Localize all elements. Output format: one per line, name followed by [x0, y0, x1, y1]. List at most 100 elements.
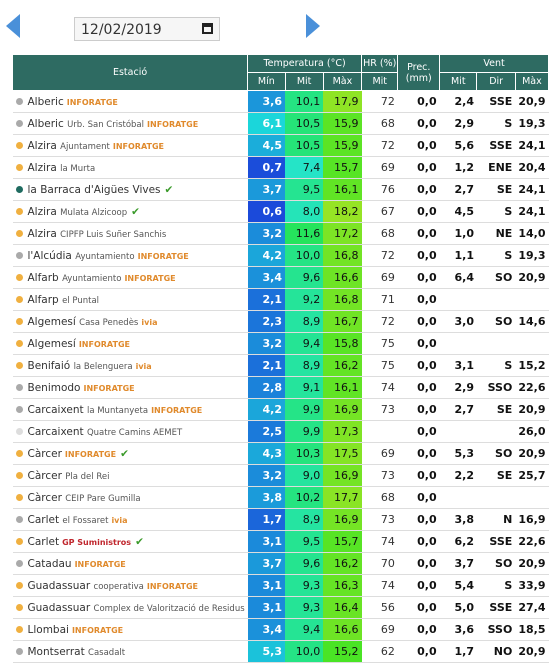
station-cell: Carlet el Fossaret ivia [12, 508, 248, 531]
value-cell: 16,2 [323, 354, 362, 377]
status-dot [15, 296, 23, 303]
value-cell: 17,7 [323, 486, 362, 509]
value-cell: 68 [361, 222, 398, 245]
value-cell: 5,0 [439, 596, 477, 619]
value-cell: 24,1 [515, 134, 549, 157]
status-dot [15, 120, 23, 127]
value-cell: 16,6 [323, 618, 362, 641]
value-cell: SSE [476, 134, 516, 157]
station-tag: INFORATGE [146, 581, 199, 591]
value-cell: 8,9 [285, 354, 324, 377]
station-place: Mulata Alzicoop [60, 207, 128, 218]
value-cell: 9,3 [285, 596, 324, 619]
value-cell: 4,5 [439, 200, 477, 223]
station-name: Benifaió [27, 359, 71, 372]
station-name: Alzira [27, 227, 57, 240]
value-cell: 4,5 [247, 134, 285, 157]
value-cell: 0,0 [397, 266, 440, 289]
station-tag: INFORATGE [66, 97, 118, 107]
value-cell: 11,6 [285, 222, 324, 245]
value-cell [439, 288, 477, 311]
station-row: Alzira Mulata Alzicoop ✔ 0,6 8,0 18,2 67 0,0 4,… [12, 200, 549, 223]
value-cell: 9,9 [285, 398, 324, 421]
status-dot [15, 164, 23, 171]
value-cell: 16,2 [323, 552, 362, 575]
value-cell: 74 [361, 574, 398, 597]
status-dot [15, 626, 23, 633]
status-dot [15, 230, 23, 237]
value-cell: 9,1 [285, 376, 324, 399]
station-cell: Alberic INFORATGE [12, 90, 248, 113]
station-row: Carlet el Fossaret ivia 1,7 8,9 16,9 73 0,0 3,8… [12, 508, 549, 531]
station-tag: INFORATGE [124, 273, 176, 283]
value-cell: 0,0 [397, 420, 440, 443]
value-cell: 20,9 [515, 398, 549, 421]
station-tag: INFORATGE [71, 625, 124, 635]
station-tag: ivia [141, 317, 158, 327]
station-tag: INFORATGE [83, 383, 135, 393]
value-cell: 69 [361, 266, 398, 289]
status-dot [15, 648, 23, 655]
station-place: la Belenguera [73, 361, 133, 372]
value-cell: 6,1 [247, 112, 285, 135]
value-cell: S [476, 574, 516, 597]
station-name: Algemesí [27, 337, 76, 350]
value-cell: 1,0 [439, 222, 477, 245]
value-cell: 0,0 [397, 354, 440, 377]
value-cell: 3,2 [247, 464, 285, 487]
value-cell: 15,9 [323, 134, 362, 157]
value-cell: S [476, 354, 516, 377]
value-cell: 0,0 [397, 574, 440, 597]
station-place: Ajuntament [60, 141, 110, 152]
status-dot [15, 406, 23, 413]
station-cell: Alzira Ajuntament INFORATGE [12, 134, 248, 157]
value-cell: 18,5 [515, 618, 549, 641]
date-input[interactable]: 12/02/2019 [74, 17, 220, 41]
station-name: Llombai [27, 623, 69, 636]
value-cell: 2,5 [247, 420, 285, 443]
col-header: Vent [439, 54, 549, 73]
station-name: Carlet [27, 535, 60, 548]
next-day[interactable] [306, 14, 320, 38]
value-cell: 17,2 [323, 222, 362, 245]
value-cell: 73 [361, 398, 398, 421]
value-cell: 1,2 [439, 156, 477, 179]
station-name: Guadassuar [27, 601, 91, 614]
value-cell: 3,1 [247, 530, 285, 553]
prev-day[interactable] [6, 14, 20, 38]
value-cell: 16,1 [323, 376, 362, 399]
value-cell: 0,0 [397, 640, 440, 663]
verified-icon: ✔ [120, 447, 129, 460]
value-cell: 5,4 [439, 574, 477, 597]
value-cell: 15,7 [323, 530, 362, 553]
value-cell: 15,2 [323, 640, 362, 663]
value-cell: 3,4 [247, 266, 285, 289]
value-cell: 16,9 [323, 464, 362, 487]
value-cell: 3,6 [247, 90, 285, 113]
station-name: Alzira [27, 139, 57, 152]
station-name: Alfarb [27, 271, 59, 284]
station-row: Càrcer INFORATGE ✔ 4,3 10,3 17,5 69 0,0 5,3 SO 20,… [12, 442, 549, 465]
value-cell: 2,4 [439, 90, 477, 113]
value-cell: 20,9 [515, 640, 549, 663]
value-cell: 74 [361, 530, 398, 553]
station-name: Montserrat [27, 645, 85, 658]
col-header: HR (%) [361, 54, 399, 73]
value-cell: 24,1 [515, 178, 549, 201]
value-cell: 25,7 [515, 464, 549, 487]
value-cell: 9,6 [285, 266, 324, 289]
value-cell: 72 [361, 90, 398, 113]
station-row: Algemesí INFORATGE 3,2 9,4 15,8 75 0,0 [12, 332, 549, 355]
value-cell: 22,6 [515, 530, 549, 553]
station-row: Montserrat Casadalt 5,3 10,0 15,2 62 0,0 1,7 NO… [12, 640, 549, 663]
station-cell: Alfarb Ayuntamiento INFORATGE [12, 266, 248, 289]
calendar-icon[interactable] [202, 23, 213, 34]
value-cell: 9,6 [285, 552, 324, 575]
value-cell: 72 [361, 134, 398, 157]
station-cell: Carcaixent la Muntanyeta INFORATGE [12, 398, 248, 421]
value-cell: 73 [361, 464, 398, 487]
status-dot [15, 362, 23, 369]
value-cell: SSO [476, 618, 516, 641]
status-dot [15, 274, 23, 281]
